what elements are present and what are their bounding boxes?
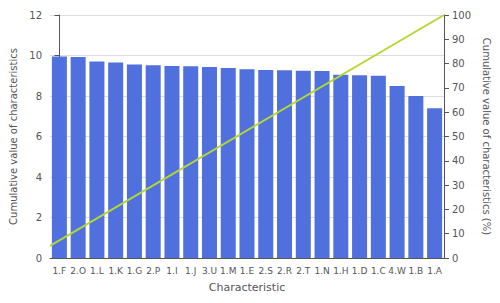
svg-text:4: 4 — [36, 172, 42, 183]
svg-text:12: 12 — [29, 10, 42, 21]
svg-text:1.G: 1.G — [127, 266, 143, 276]
svg-text:4.W: 4.W — [388, 266, 406, 276]
svg-text:1.I: 1.I — [166, 266, 177, 276]
svg-text:1.F: 1.F — [52, 266, 66, 276]
svg-text:20: 20 — [452, 204, 465, 215]
svg-text:1.N: 1.N — [314, 266, 329, 276]
svg-text:50: 50 — [452, 131, 465, 142]
svg-text:2.O: 2.O — [70, 266, 86, 276]
svg-text:70: 70 — [452, 82, 465, 93]
svg-text:1.J: 1.J — [185, 266, 196, 276]
svg-text:1.M: 1.M — [220, 266, 236, 276]
svg-text:60: 60 — [452, 107, 465, 118]
svg-text:30: 30 — [452, 180, 465, 191]
svg-text:10: 10 — [29, 50, 42, 61]
svg-text:80: 80 — [452, 58, 465, 69]
svg-text:1.B: 1.B — [408, 266, 423, 276]
svg-text:1.H: 1.H — [333, 266, 348, 276]
svg-text:Characteristic: Characteristic — [209, 281, 286, 294]
svg-text:2.S: 2.S — [259, 266, 274, 276]
svg-text:1.C: 1.C — [371, 266, 386, 276]
svg-text:90: 90 — [452, 34, 465, 45]
svg-text:10: 10 — [452, 228, 465, 239]
svg-text:1.L: 1.L — [90, 266, 104, 276]
svg-text:40: 40 — [452, 155, 465, 166]
svg-text:100: 100 — [452, 10, 471, 21]
svg-text:2.R: 2.R — [277, 266, 292, 276]
svg-text:1.A: 1.A — [427, 266, 443, 276]
svg-text:2.P: 2.P — [146, 266, 161, 276]
svg-text:2.T: 2.T — [296, 266, 311, 276]
svg-text:0: 0 — [36, 253, 42, 264]
svg-text:1.E: 1.E — [240, 266, 255, 276]
svg-text:2: 2 — [36, 212, 42, 223]
svg-text:6: 6 — [36, 131, 42, 142]
svg-text:1.K: 1.K — [108, 266, 124, 276]
svg-text:0: 0 — [452, 253, 458, 264]
svg-text:Cumulative value of characteri: Cumulative value of characteristics — [8, 48, 19, 225]
svg-text:3.U: 3.U — [202, 266, 217, 276]
svg-text:8: 8 — [36, 91, 42, 102]
svg-text:Cumulative value of characteri: Cumulative value of characteristics (%) — [481, 38, 492, 235]
svg-text:1.D: 1.D — [352, 266, 368, 276]
